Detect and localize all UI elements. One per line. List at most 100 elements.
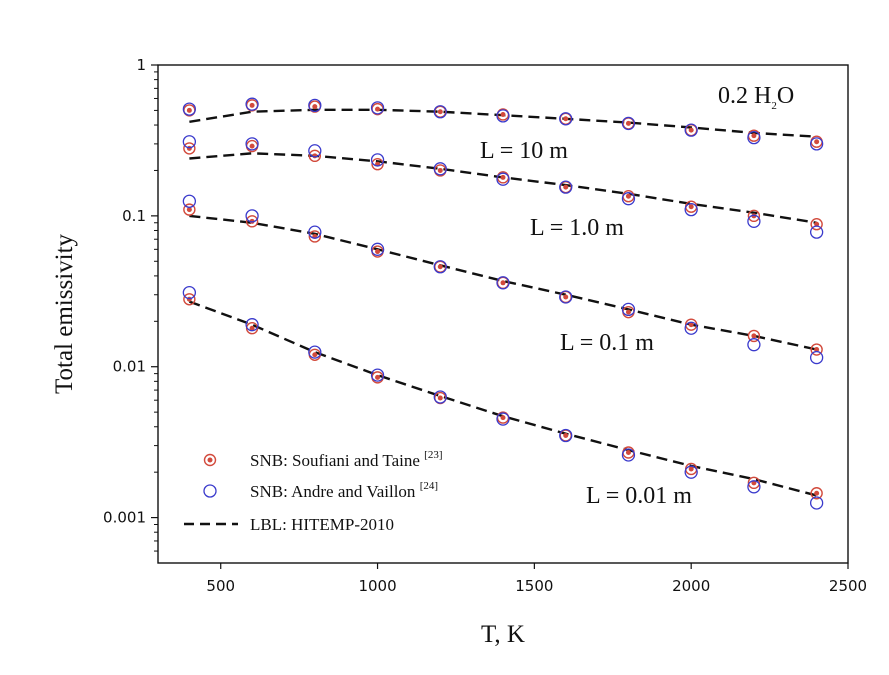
data-markers: [182, 97, 824, 510]
x-axis-title: T, K: [481, 621, 525, 648]
species-label: 0.2 H2O: [718, 83, 794, 112]
soufiani-point-dot: [375, 249, 381, 255]
x-axis-ticks: 500 1000 1500 2000 2500: [206, 563, 867, 595]
soufiani-point: [371, 158, 384, 171]
soufiani-point-dot: [186, 107, 192, 113]
andre-point: [809, 225, 824, 239]
soufiani-point: [308, 149, 322, 163]
y-axis-ticks: 1 0.1 0.01 0.001: [103, 56, 158, 552]
annotation-l-10: L = 10 m: [480, 138, 568, 164]
soufiani-point: [747, 476, 761, 490]
soufiani-point-dot: [688, 466, 694, 472]
soufiani-point-dot: [312, 104, 318, 110]
andre-point: [182, 102, 197, 116]
soufiani-point-dot: [688, 322, 694, 328]
soufiani-point-dot: [751, 133, 757, 139]
y-tick-label: 1: [136, 56, 146, 74]
soufiani-point-dot: [437, 109, 443, 115]
plot-frame: [157, 64, 849, 564]
soufiani-point: [810, 218, 823, 231]
soufiani-point-dot: [625, 120, 631, 126]
soufiani-point-dot: [500, 415, 506, 421]
soufiani-point: [747, 209, 761, 223]
andre-point: [684, 321, 698, 335]
soufiani-point-dot: [563, 433, 569, 439]
soufiani-point-dot: [437, 395, 443, 401]
soufiani-point-dot: [500, 280, 506, 286]
legend-marker-andre: [203, 484, 217, 498]
andre-point: [370, 101, 385, 115]
soufiani-point: [245, 215, 259, 228]
andre-point: [559, 112, 573, 126]
legend-marker-soufiani: [203, 453, 217, 467]
legend-label-andre: SNB: Andre and Vaillon [24]: [250, 480, 438, 501]
soufiani-point: [308, 230, 322, 243]
andre-point: [747, 338, 761, 352]
andre-point: [496, 172, 510, 186]
soufiani-point-dot: [437, 167, 443, 173]
soufiani-point-dot: [814, 139, 820, 145]
andre-point: [559, 180, 573, 194]
annotation-l-0-01: L = 0.01 m: [586, 483, 692, 509]
species-main: 0.2 H: [718, 83, 771, 109]
andre-point: [684, 465, 698, 479]
soufiani-point-dot: [563, 116, 569, 122]
andre-point: [621, 448, 636, 462]
soufiani-point-dot: [625, 450, 631, 456]
andre-point: [245, 137, 259, 151]
andre-point: [370, 153, 385, 167]
legend: SNB: Soufiani and Taine [23] SNB: Andre …: [184, 449, 442, 534]
y-tick-label: 0.001: [103, 509, 146, 527]
andre-point: [245, 97, 259, 111]
x-tick-label: 1000: [358, 577, 396, 595]
andre-point: [621, 116, 636, 131]
species-subscript: 2: [771, 100, 777, 112]
x-tick-label: 2000: [672, 577, 710, 595]
soufiani-point-dot: [814, 490, 820, 496]
andre-point: [245, 318, 259, 332]
andre-point: [559, 428, 573, 443]
lbl-lines: [188, 108, 817, 497]
y-axis-title: Total emissivity: [51, 233, 78, 394]
soufiani-point-dot: [688, 127, 694, 133]
soufiani-point: [183, 203, 196, 216]
soufiani-point-dot: [563, 184, 569, 190]
soufiani-point-dot: [814, 347, 820, 353]
andre-point: [245, 209, 259, 223]
soufiani-point-dot: [500, 111, 506, 117]
soufiani-point-dot: [249, 102, 255, 108]
andre-point: [559, 290, 573, 304]
soufiani-point-dot: [751, 333, 757, 339]
andre-point: [433, 260, 447, 274]
soufiani-point-dot: [312, 352, 318, 358]
soufiani-point: [810, 343, 823, 356]
soufiani-point-dot: [375, 374, 381, 380]
y-tick-label: 0.01: [113, 358, 146, 376]
soufiani-point-dot: [814, 221, 820, 227]
x-tick-label: 1500: [515, 577, 553, 595]
annotation-l-0-1: L = 0.1 m: [560, 330, 654, 356]
soufiani-point: [183, 142, 196, 155]
andre-point: [433, 162, 447, 176]
soufiani-point-dot: [688, 204, 694, 210]
soufiani-point-dot: [312, 153, 318, 159]
andre-point: [182, 135, 197, 149]
lbl-line-2: [189, 214, 817, 351]
soufiani-point-dot: [625, 193, 631, 199]
x-tick-label: 500: [206, 577, 235, 595]
soufiani-point-dot: [500, 174, 506, 180]
annotation-l-1: L = 1.0 m: [530, 215, 624, 241]
soufiani-point-dot: [249, 143, 255, 149]
soufiani-point-dot: [375, 106, 381, 112]
x-tick-label: 2500: [829, 577, 867, 595]
soufiani-point-dot: [249, 325, 255, 331]
andre-point: [182, 194, 197, 208]
andre-point: [621, 192, 636, 206]
legend-label-lbl: LBL: HITEMP-2010: [250, 515, 394, 534]
andre-point: [496, 109, 510, 123]
andre-point: [433, 105, 447, 119]
legend-label-soufiani: SNB: Soufiani and Taine [23]: [250, 449, 442, 470]
andre-point: [308, 225, 322, 239]
andre-point: [308, 345, 322, 359]
